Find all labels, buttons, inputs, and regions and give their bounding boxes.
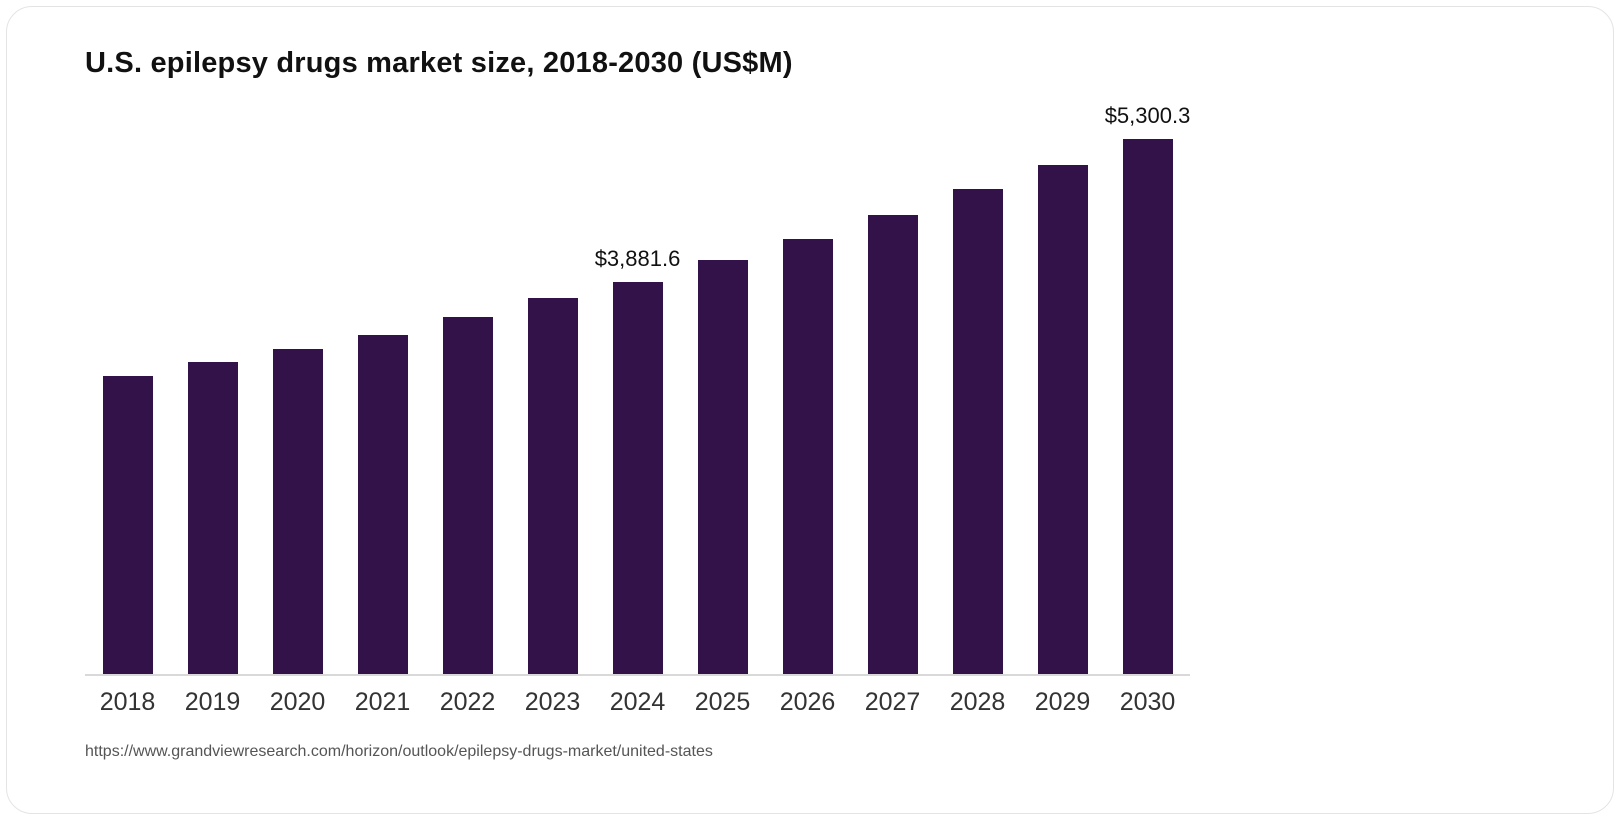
bar	[102, 376, 153, 674]
bar	[442, 317, 493, 674]
bar	[1122, 139, 1173, 674]
x-tick-label: 2030	[1119, 688, 1176, 716]
x-tick-label: 2021	[354, 688, 411, 716]
x-tick-label: 2026	[779, 688, 836, 716]
bar-value-label: $3,881.6	[594, 246, 681, 271]
bar-column	[510, 298, 595, 674]
bar-column	[170, 362, 255, 674]
bar-column	[85, 376, 170, 674]
x-tick-label: 2020	[269, 688, 326, 716]
bars-area: $3,881.6 $5,300.3	[85, 88, 1190, 676]
x-tick-label: 2018	[99, 688, 156, 716]
bar-column	[850, 215, 935, 674]
x-tick-label: 2027	[864, 688, 921, 716]
chart-title: U.S. epilepsy drugs market size, 2018-20…	[85, 47, 793, 79]
x-tick-label: 2025	[694, 688, 751, 716]
bar	[952, 189, 1003, 674]
bar-column: $3,881.6	[595, 246, 680, 674]
chart-card: U.S. epilepsy drugs market size, 2018-20…	[6, 6, 1614, 814]
x-tick-label: 2023	[524, 688, 581, 716]
bar-column	[680, 260, 765, 674]
bar-column	[255, 349, 340, 674]
bar	[697, 260, 748, 674]
bar-value-label: $5,300.3	[1104, 103, 1191, 128]
source-url: https://www.grandviewresearch.com/horizo…	[85, 743, 713, 760]
bar	[782, 239, 833, 674]
bar-column	[935, 189, 1020, 674]
x-tick-label: 2028	[949, 688, 1006, 716]
bar	[527, 298, 578, 674]
bar	[272, 349, 323, 674]
bar-chart: $3,881.6 $5,300.3 2018 2019 2020 2021 2022 202…	[85, 88, 1190, 717]
bar-column	[340, 335, 425, 674]
bar-column	[425, 317, 510, 674]
bar	[1037, 165, 1088, 674]
bar-column	[1020, 165, 1105, 674]
bar-column	[765, 239, 850, 674]
x-axis-labels: 2018 2019 2020 2021 2022 2023 2024 2025 2026 2027…	[85, 688, 1190, 717]
bar	[612, 282, 663, 674]
x-tick-label: 2019	[184, 688, 241, 716]
bar	[357, 335, 408, 674]
x-tick-label: 2024	[609, 688, 666, 716]
bar	[187, 362, 238, 674]
bar-column: $5,300.3	[1105, 103, 1190, 674]
x-tick-label: 2022	[439, 688, 496, 716]
x-tick-label: 2029	[1034, 688, 1091, 716]
bar	[867, 215, 918, 674]
